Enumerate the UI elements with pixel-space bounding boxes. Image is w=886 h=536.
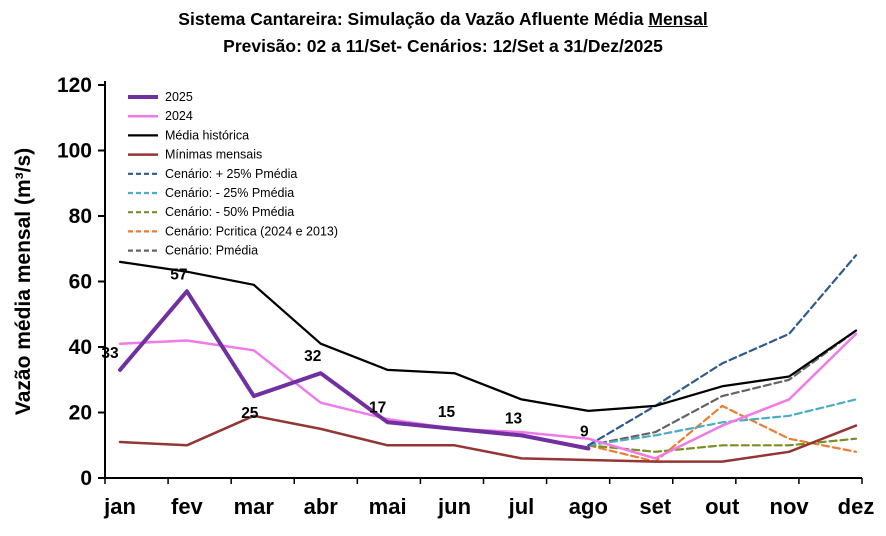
y-tick-label: 60 (69, 271, 92, 294)
data-label-2025: 17 (369, 399, 386, 416)
series-line-2025 (118, 289, 591, 451)
chart-title-block: Sistema Cantareira: Simulação da Vazão A… (0, 6, 886, 60)
data-label-2025: 13 (505, 410, 523, 427)
x-tick-label: jul (508, 494, 535, 519)
legend-label-cen-rio-50-pm-dia: Cenário: - 50% Pmédia (165, 205, 294, 219)
chart-subtitle: Previsão: 02 a 11/Set- Cenários: 12/Set … (223, 36, 663, 57)
y-tick-label: 20 (69, 402, 92, 425)
legend-label-cen-rio-25-pm-dia: Cenário: - 25% Pmédia (165, 186, 294, 200)
legend-label-2024: 2024 (165, 109, 193, 123)
series-line-cen-rio-25-pm-dia (587, 254, 858, 447)
y-tick-label: 120 (57, 74, 92, 97)
series-line-m-nimas-mensais (118, 414, 858, 463)
series-line-cen-rio-25-pm-dia (587, 398, 858, 447)
x-tick-label: nov (770, 494, 810, 519)
legend-label-m-nimas-mensais: Mínimas mensais (165, 148, 262, 162)
x-tick-label: mar (234, 494, 275, 519)
x-tick-label: abr (304, 494, 339, 519)
chart-title: Sistema Cantareira: Simulação da Vazão A… (0, 6, 886, 33)
data-label-2025: 15 (438, 404, 456, 421)
y-tick-label: 40 (69, 336, 92, 359)
y-axis-title: Vazão média mensal (m³/s) (12, 148, 35, 415)
series-line-m-dia-hist-rica (118, 260, 858, 413)
series-line-cen-rio-pm-dia (587, 329, 858, 447)
data-label-2025: 57 (170, 266, 187, 283)
legend-label-cen-rio-25-pm-dia: Cenário: + 25% Pmédia (165, 167, 297, 181)
x-tick-label: jan (103, 494, 136, 519)
data-label-2025: 33 (101, 345, 119, 362)
data-label-2025: 9 (580, 424, 589, 441)
x-tick-label: dez (838, 494, 875, 519)
legend-label-cen-rio-pcritica-2024-e-2013: Cenário: Pcritica (2024 e 2013) (165, 224, 338, 238)
chart-title-underlined: Mensal (648, 9, 708, 29)
legend-label-cen-rio-pm-dia: Cenário: Pmédia (165, 244, 258, 258)
legend-label-2025: 2025 (165, 90, 193, 104)
y-tick-label: 80 (69, 205, 92, 228)
x-tick-label: mai (369, 494, 407, 519)
series-line-cen-rio-pcritica-2024-e-2013 (587, 404, 858, 463)
x-tick-label: jun (437, 494, 471, 519)
x-tick-label: fev (171, 494, 204, 519)
chart-title-text: Sistema Cantareira: Simulação da Vazão A… (178, 9, 649, 29)
data-label-2025: 32 (304, 348, 321, 365)
y-tick-label: 0 (80, 467, 92, 490)
legend-label-m-dia-hist-rica: Média histórica (165, 128, 249, 142)
y-tick-label: 100 (57, 140, 92, 163)
x-tick-label: out (705, 494, 740, 519)
x-tick-label: set (639, 494, 671, 519)
x-tick-label: ago (569, 494, 608, 519)
data-label-2025: 25 (241, 405, 259, 422)
